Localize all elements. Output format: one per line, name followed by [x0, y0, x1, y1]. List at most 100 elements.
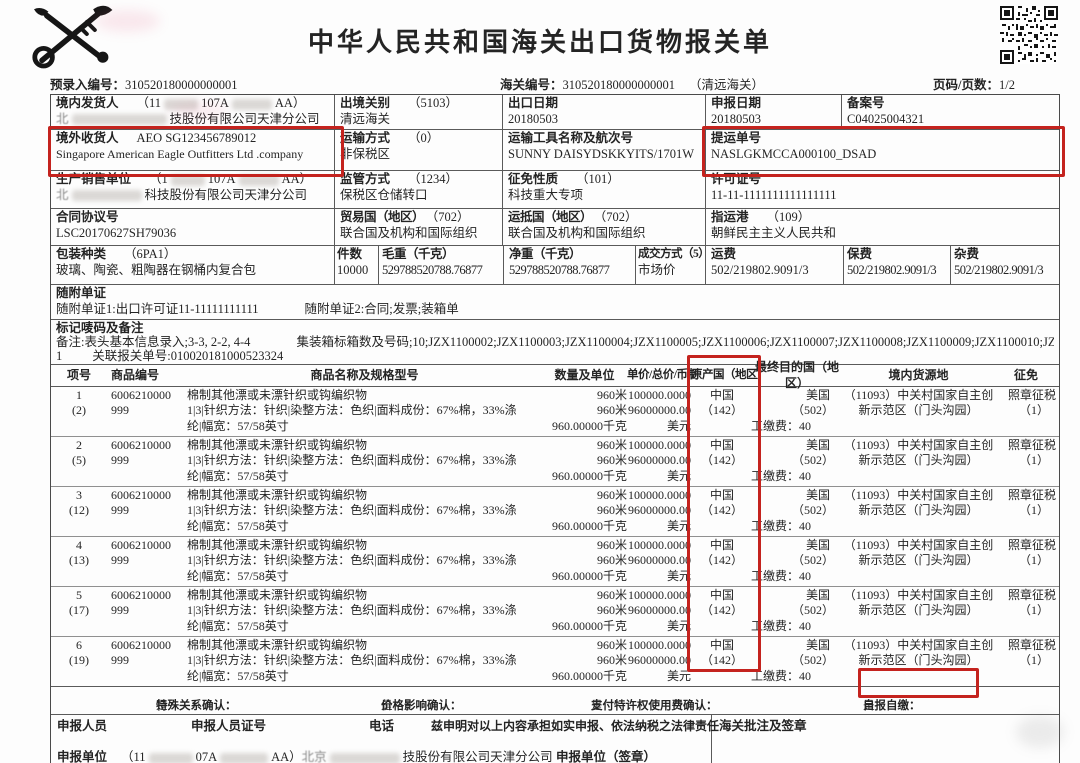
redaction	[148, 752, 193, 763]
item-destination-country: 美国 （502） 工缴费：40	[751, 588, 841, 636]
record-no-label: 备案号	[847, 96, 885, 110]
item-unit-price: 100000.0000	[628, 388, 691, 402]
item-processing-fee: 工缴费：40	[751, 418, 812, 433]
declaring-unit-label: 申报单位	[57, 750, 108, 763]
item-destination-country: 美国 （502） 工缴费：40	[751, 488, 841, 536]
marks-remark: 备注:表头基本信息录入;3-3, 2-2, 4-4	[56, 335, 251, 350]
exemption-nature-code: （101）	[576, 172, 620, 186]
item-seq-no: 1	[76, 388, 82, 402]
exit-customs-value: 清远海关	[340, 111, 391, 126]
item-destination-country: 美国 （502） 工缴费：40	[751, 538, 841, 586]
producer-label: 生产销售单位	[56, 172, 132, 186]
item-name-line2: 1|3|针织方法：针织|染整方法：色织|面料成份：67%棉，33%涤	[187, 503, 517, 518]
item-qty-1: 960米	[596, 438, 627, 452]
misc-fee-label: 杂费	[954, 247, 980, 261]
field-supervision-mode: 监管方式 （1234） 保税区仓储转口	[335, 171, 503, 208]
item-currency: 美元	[666, 468, 691, 483]
gross-weight-value: 529788520788.76877	[382, 262, 483, 277]
item-qty-2: 960米	[596, 403, 627, 418]
item-total-price: 96000000.00	[628, 603, 691, 618]
item-hs-code: 6006210000	[111, 438, 171, 452]
item-hs-code: 6006210000	[111, 638, 171, 652]
declaring-unit-code-suf: AA）	[271, 750, 302, 763]
item-dest-code: （502）	[791, 553, 834, 568]
item-tax-code: （1）	[1018, 403, 1049, 418]
item-unit-price: 100000.0000	[628, 538, 691, 552]
misc-fee-value: 502/219802.9091/3	[954, 262, 1044, 277]
item-row: 5 (17) 6006210000 999 棉制其他漂或未漂针织或钩编织物 1|…	[51, 587, 1059, 637]
field-attached-docs: 随附单证 随附单证1:出口许可证11-11111111111 随附单证2:合同;发…	[51, 285, 1059, 319]
scan-smudge	[1016, 716, 1064, 748]
redaction	[164, 98, 199, 110]
consignor-code-suf: AA）	[274, 96, 306, 110]
destination-port-code: （109）	[766, 210, 811, 224]
item-qty-1: 960米	[596, 638, 627, 652]
item-name-line3: 纶|幅宽：57/58英寸	[187, 568, 289, 583]
item-domestic-source: （11093）中关村国家自主创新示范区（门头沟园）	[841, 488, 996, 536]
item-seq-sub: (19)	[69, 653, 89, 668]
arrival-country-code: （702）	[600, 210, 638, 224]
item-qty-kg: 960.00000千克	[551, 418, 627, 433]
item-source-value: （11093）中关村国家自主创新示范区（门头沟园）	[843, 638, 994, 668]
item-domestic-source: （11093）中关村国家自主创新示范区（门头沟园）	[841, 538, 996, 586]
item-seq-no: 5	[76, 588, 82, 602]
form-title: 中华人民共和国海关出口货物报关单	[307, 28, 772, 57]
item-dest-name: 美国	[805, 388, 830, 402]
item-name-line3: 纶|幅宽：57/58英寸	[187, 518, 289, 533]
item-qty-2: 960米	[596, 653, 627, 668]
field-destination-port: 指运港 （109） 朝鲜民主主义人民共和	[706, 209, 1059, 245]
item-exemption: 照章征税 （1）	[996, 438, 1059, 486]
item-processing-fee: 工缴费：40	[751, 668, 812, 683]
page-value: 1/2	[998, 78, 1015, 92]
item-origin-code: （142）	[700, 653, 743, 668]
export-date-value: 20180503	[508, 111, 558, 126]
packing-type-label: 包装种类	[56, 247, 107, 261]
contract-no-label: 合同协议号	[56, 210, 119, 224]
exemption-nature-value: 科技重大专项	[508, 187, 584, 202]
item-hs-code: 6006210000	[111, 388, 171, 402]
item-qty-1: 960米	[596, 388, 627, 402]
producer-name: 科技股份有限公司天津分公司	[144, 187, 308, 202]
item-name-line2: 1|3|针织方法：针织|染整方法：色织|面料成份：67%棉，33%涤	[187, 603, 517, 618]
item-seq: 5 (17)	[51, 588, 107, 636]
field-consignor: 境内发货人 （11 107A AA） 北 技股份有限公司天津分公司	[51, 95, 335, 129]
declaring-unit-code-mid: 07A	[195, 750, 218, 763]
item-tax-code: （1）	[1018, 553, 1049, 568]
scan-smudge	[95, 10, 160, 32]
bl-no-label: 提运单号	[711, 131, 762, 145]
transaction-mode-value: 市场价	[638, 262, 676, 277]
item-destination-country: 美国 （502） 工缴费：40	[751, 438, 841, 486]
item-seq-sub: (5)	[72, 453, 86, 468]
item-name-line2: 1|3|针织方法：针织|染整方法：色织|面料成份：67%棉，33%涤	[187, 403, 517, 418]
item-name-line1: 棉制其他漂或未漂针织或钩编织物	[187, 638, 368, 652]
self-declare-value: 是	[863, 700, 875, 712]
item-tax-mode: 照章征税	[1007, 638, 1056, 652]
exit-customs-label: 出境关别	[340, 96, 391, 110]
field-pieces: 件数 10000	[335, 246, 379, 284]
item-processing-fee: 工缴费：40	[751, 518, 812, 533]
item-name-spec: 棉制其他漂或未漂针织或钩编织物 1|3|针织方法：针织|染整方法：色织|面料成份…	[187, 388, 542, 436]
phone-label: 电话	[369, 719, 395, 733]
item-name-spec: 棉制其他漂或未漂针织或钩编织物 1|3|针织方法：针织|染整方法：色织|面料成份…	[187, 588, 542, 636]
item-tax-mode: 照章征税	[1007, 438, 1056, 452]
customs-emblem-icon	[26, 4, 114, 72]
transport-mode-code: （0）	[408, 131, 440, 145]
item-row: 3 (12) 6006210000 999 棉制其他漂或未漂针织或钩编织物 1|…	[51, 487, 1059, 537]
consignor-name-pre: 北	[56, 111, 69, 126]
item-code-sub: 999	[111, 503, 129, 518]
item-table-body: 1 (2) 6006210000 999 棉制其他漂或未漂针织或钩编织物 1|3…	[51, 387, 1059, 687]
form-body: 境内发货人 （11 107A AA） 北技股份有限公司天津分公司 出境关别 （5103）…	[50, 94, 1060, 763]
item-domestic-source: （11093）中关村国家自主创新示范区（门头沟园）	[841, 438, 996, 486]
item-origin-country: 中国 （142）	[691, 638, 753, 686]
special-relation-label: 特殊关系确认：	[156, 700, 237, 712]
item-currency: 美元	[666, 518, 691, 533]
item-unit-price: 100000.0000	[628, 588, 691, 602]
item-total-price: 96000000.00	[628, 503, 691, 518]
item-qty-unit: 960米 960米 960.00000千克	[542, 588, 627, 636]
item-code-sub: 999	[111, 653, 129, 668]
customs-number-value: 310520180000000001	[562, 78, 676, 92]
field-exit-customs: 出境关别 （5103） 清远海关	[335, 95, 503, 129]
item-qty-kg: 960.00000千克	[551, 468, 627, 483]
packing-type-code: （6PA1）	[124, 247, 177, 261]
consignee-label: 境外收货人	[56, 131, 119, 145]
